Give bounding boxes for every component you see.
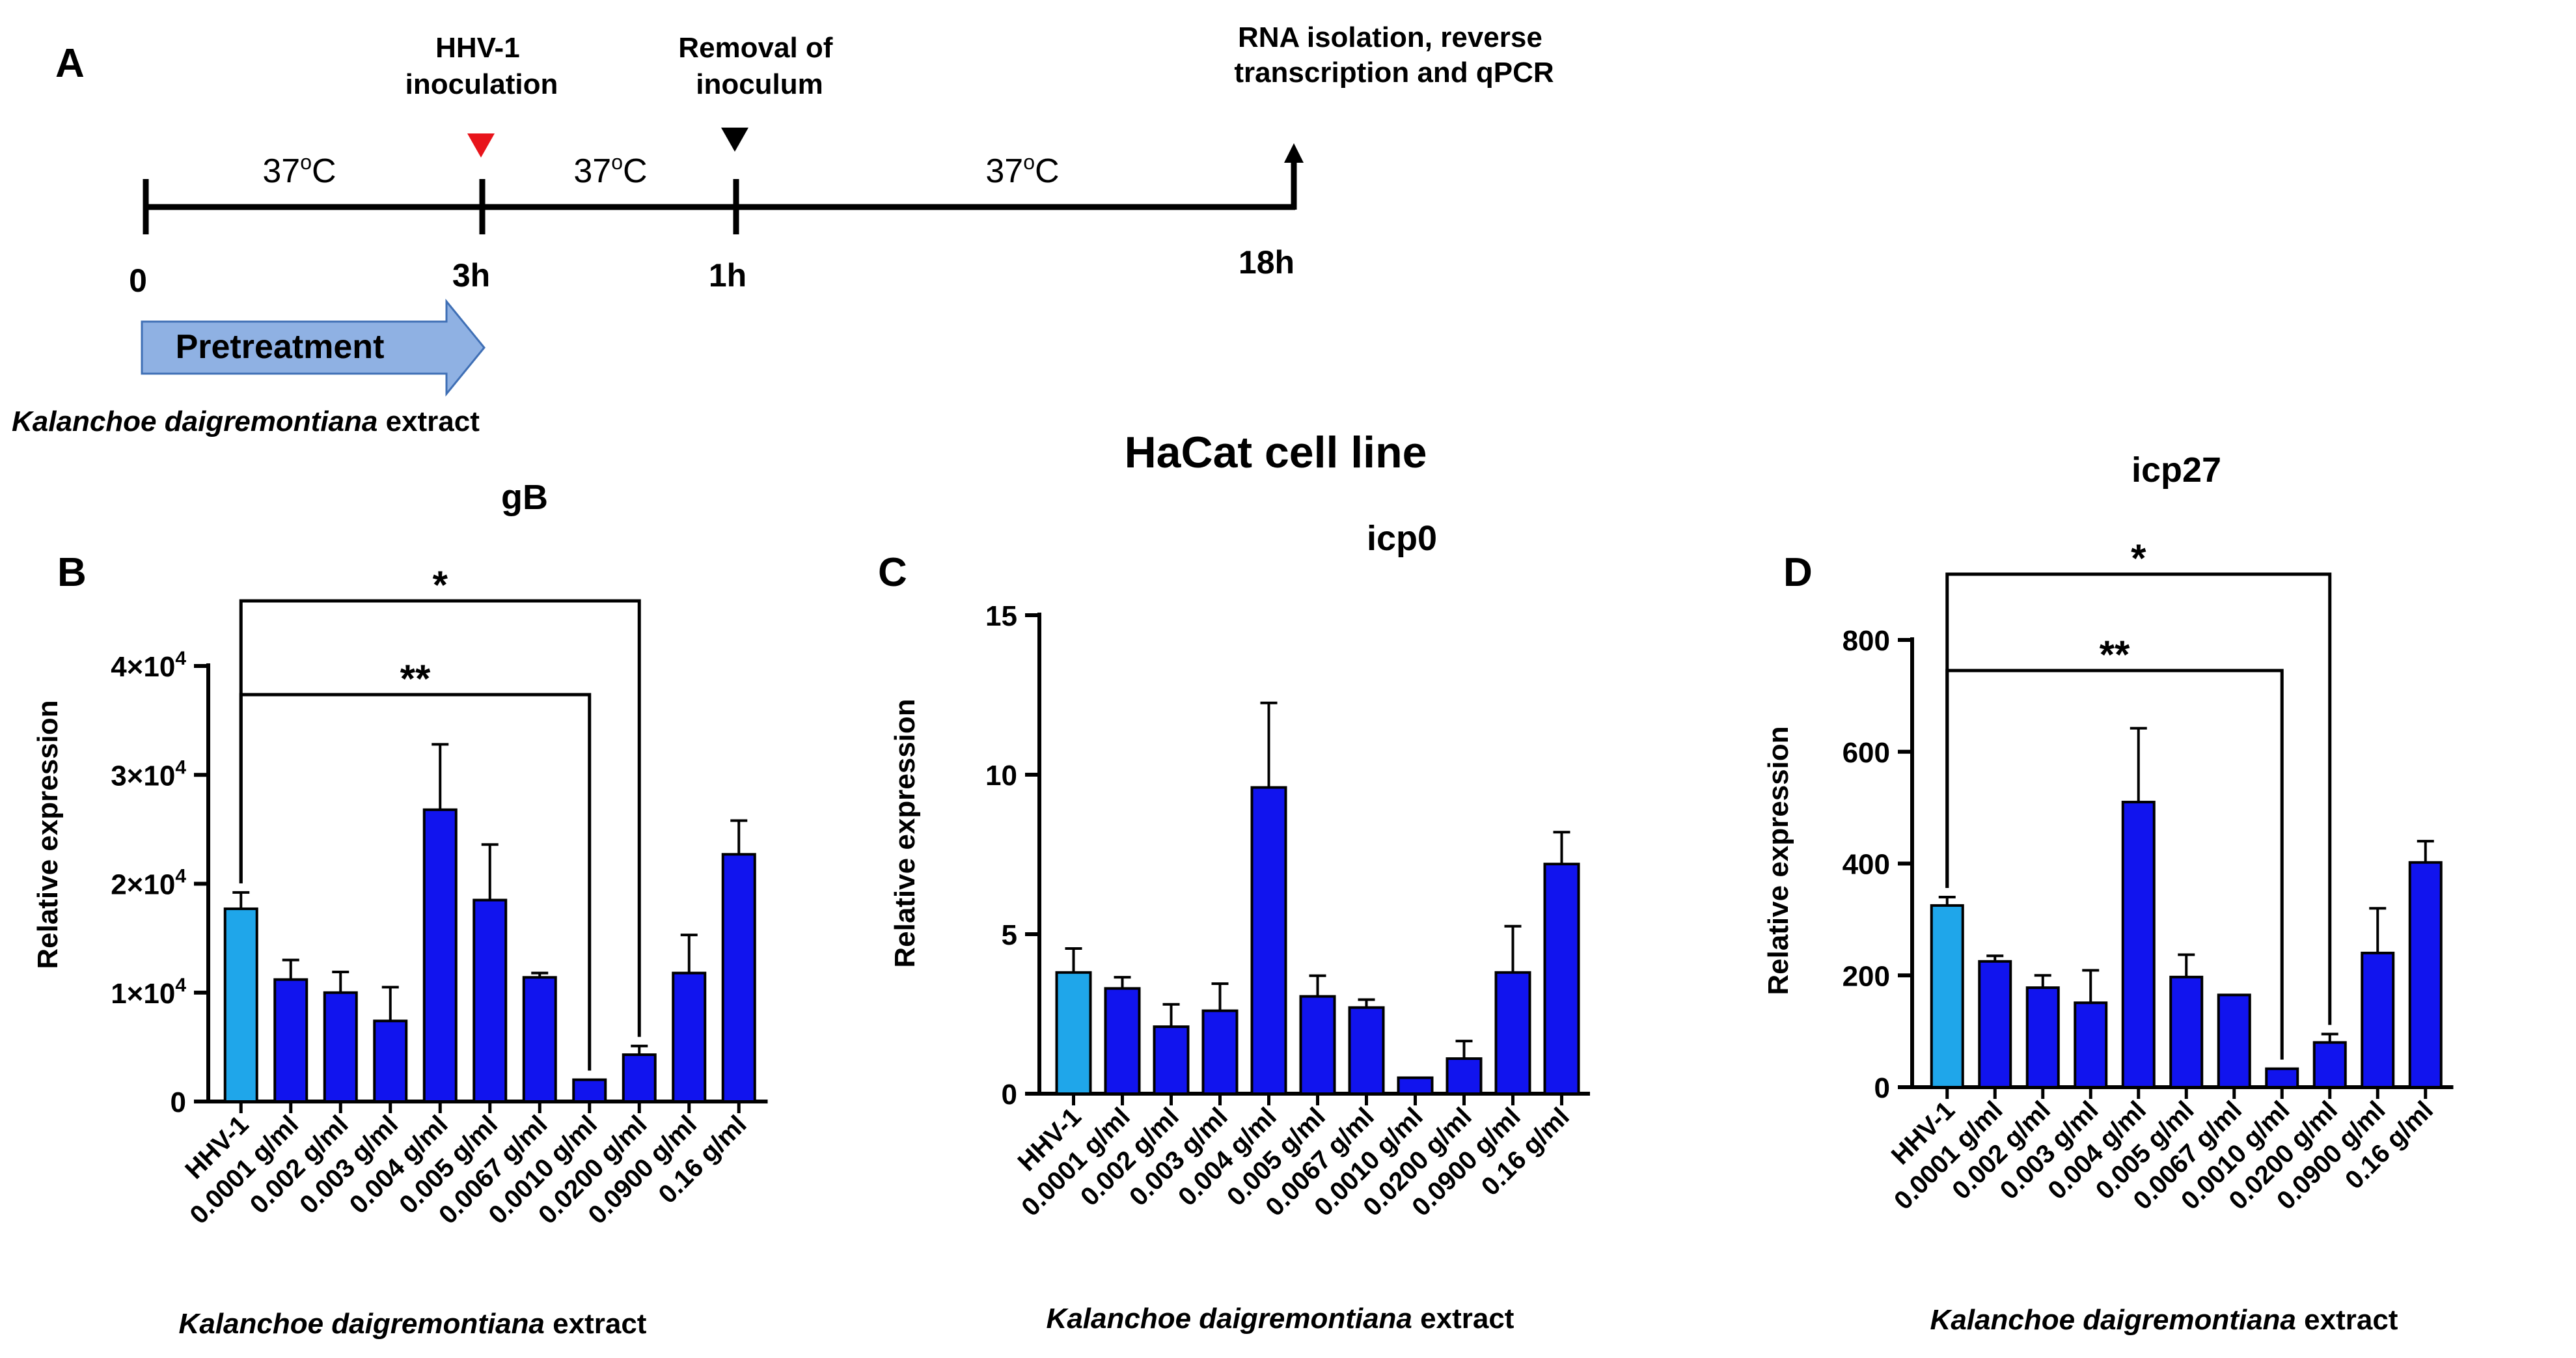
time-label-3h: 3h [452,257,490,294]
bar [522,976,557,1103]
figure-title: HaCat cell line [1125,428,1427,477]
bar [1153,1025,1190,1095]
temperature-label-2: 37oC [573,150,647,190]
timeline-extract-label: Kalanchoe daigremontiana extract [12,406,480,437]
y-tick-label: 800 [1843,625,1890,657]
y-tick-label: 200 [1843,960,1890,992]
significance-label: ** [400,657,431,700]
significance-bracket [239,693,592,1071]
panel-label-d: D [1783,550,1813,595]
event-label-qpcr: RNA isolation, reverse transcription and… [1234,21,1554,89]
event-label-removal: Removal of inoculum [678,32,840,100]
bar [1104,987,1141,1096]
bar [1446,1057,1483,1095]
y-axis-label: Relative expression [889,699,921,967]
bar [672,971,707,1103]
panel-a-timeline: A HHV-1 inoculation Removal of inoculum … [12,21,1554,437]
y-tick-label: 600 [1843,737,1890,769]
chart-title: icp0 [1367,519,1437,558]
x-axis-label: Kalanchoe daigremontiana extract [1047,1303,1514,1335]
x-axis-label: Kalanchoe daigremontiana extract [1930,1304,2398,1336]
panel-b-gb-chart: B gB Relative expression 0 1×104 2×104 3×10… [32,478,768,1340]
x-axis-label: Kalanchoe daigremontiana extract [179,1308,647,1340]
chart-title: icp27 [2131,450,2221,490]
temperature-label-1: 37oC [262,150,336,190]
bar [2121,801,2156,1088]
panel-d-icp27-chart: D icp27 Relative expression 0 200 400 600 80… [1762,450,2454,1336]
bar [2025,986,2060,1088]
panel-c-icp0-chart: C icp0 Relative expression 051015HHV-10.… [878,519,1590,1335]
y-axis-label: Relative expression [1762,726,1794,995]
significance-label: * [433,563,448,607]
bar [1348,1006,1385,1095]
y-tick-label: 5 [1002,919,1017,951]
bar [1930,904,1964,1088]
bar [2169,975,2204,1089]
y-tick-label: 2×104 [111,866,186,901]
time-label-18h: 18h [1239,244,1295,281]
bar [622,1053,657,1103]
removal-marker-icon [721,128,748,152]
y-tick-label: 0 [171,1087,186,1118]
panel-label-b: B [57,550,87,595]
bar [2217,993,2251,1089]
y-tick-label: 0 [1002,1079,1017,1111]
bar [373,1019,408,1103]
bar [223,907,258,1103]
y-axis-label: Relative expression [32,700,64,969]
bar [422,808,458,1103]
y-tick-label: 10 [985,760,1017,792]
event-label-inoculation: HHV-1 inoculation [405,32,558,100]
y-tick-label: 400 [1843,849,1890,881]
bar [1397,1076,1434,1095]
bar [1494,971,1531,1096]
bar [572,1078,607,1103]
bar [1055,971,1092,1096]
y-tick-label: 4×104 [111,648,186,683]
pretreatment-label: Pretreatment [176,328,385,366]
bar [2265,1067,2299,1089]
significance-label: ** [2100,633,2130,676]
time-label-1h: 1h [709,257,747,294]
bar [721,853,756,1103]
significance-label: * [2131,536,2146,580]
chart-title: gB [501,478,548,517]
bar [1250,786,1287,1095]
panel-label-a: A [55,41,85,86]
bar [2408,861,2443,1088]
time-label-0: 0 [129,262,147,299]
inoculation-marker-icon [467,133,495,158]
temperature-label-3: 37oC [985,150,1059,190]
bar [473,898,508,1103]
significance-bracket [1945,669,2284,1060]
y-tick-label: 0 [1874,1072,1890,1104]
bar [2074,1001,2108,1088]
bar [1201,1009,1239,1095]
bar [2312,1041,2347,1089]
y-tick-label: 1×104 [111,975,186,1010]
bar [1299,995,1336,1096]
bar [273,978,308,1103]
panel-label-c: C [878,550,907,595]
pretreatment-arrow [141,298,486,397]
y-tick-label: 3×104 [111,756,186,792]
bar [1978,960,2012,1088]
bar [1543,863,1580,1095]
timeline-arrow-up-icon [1284,143,1304,163]
y-tick-label: 15 [985,600,1017,632]
bar [323,991,358,1103]
bar [2361,951,2395,1089]
